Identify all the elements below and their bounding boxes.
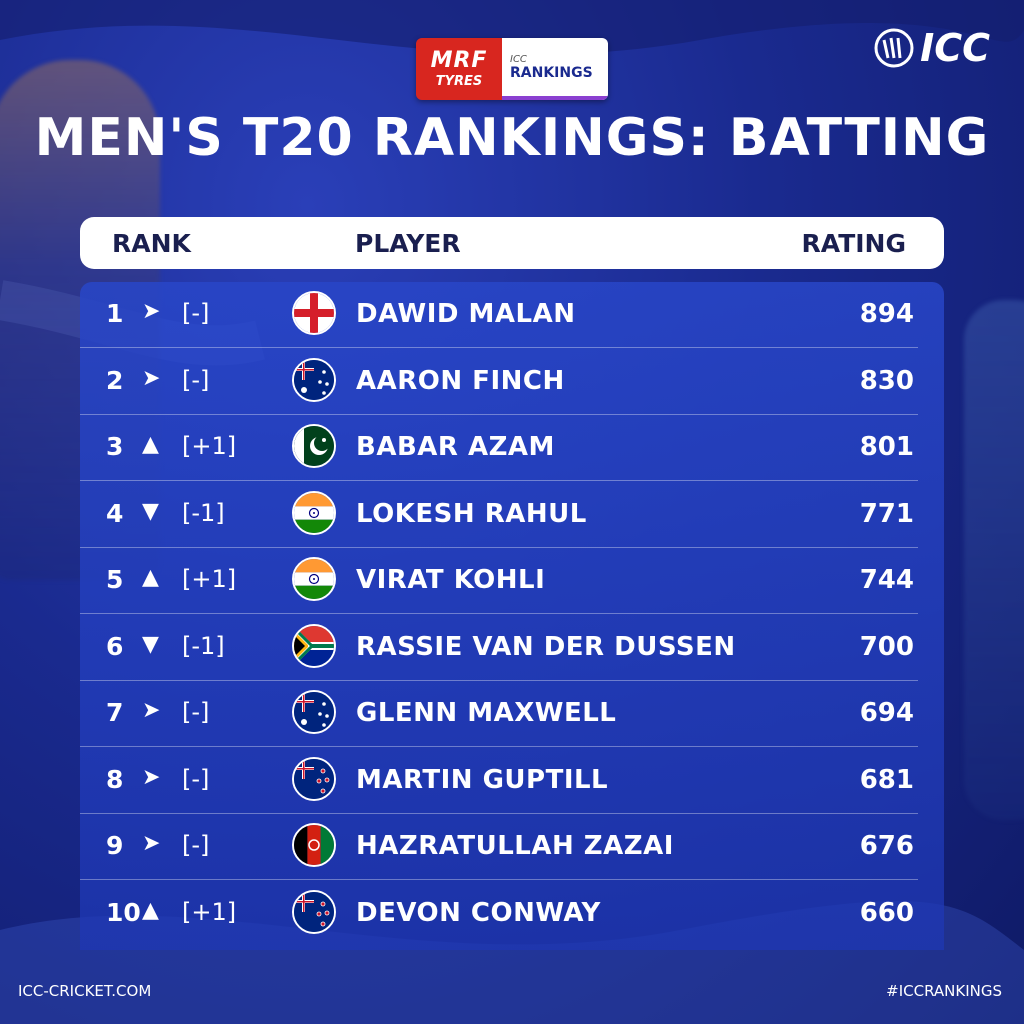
ranking-row: 3 ▲ [+1] BABAR AZAM 801: [80, 415, 944, 481]
ranking-row: 6 ▼ [-1] RASSIE VAN DER DUSSEN 700: [80, 615, 944, 681]
mrf-text: MRF: [430, 48, 488, 73]
row-divider: [80, 679, 918, 681]
header-rating: RATING: [801, 229, 906, 258]
player-name: DAWID MALAN: [356, 299, 576, 329]
ranking-row: 8 ➤ [-] MARTIN GUPTILL 681: [80, 748, 944, 814]
rank-number: 3: [106, 432, 124, 461]
australia-flag-icon: [292, 690, 336, 734]
rank-movement-icon: ➤: [142, 698, 161, 723]
tyres-text: TYRES: [435, 74, 483, 89]
player-name: HAZRATULLAH ZAZAI: [356, 831, 674, 861]
rank-movement-icon: ➤: [142, 365, 161, 391]
rank-change: [-]: [182, 299, 210, 327]
rank-change: [-1]: [182, 631, 225, 660]
rank-number: 4: [106, 498, 124, 528]
player-rating: 744: [859, 565, 914, 595]
header-player: PLAYER: [355, 229, 461, 258]
row-divider: [80, 879, 918, 880]
player-name: BABAR AZAM: [356, 432, 555, 462]
rank-movement-icon: ▲: [142, 432, 159, 457]
ranking-row: 4 ▼ [-1] LOKESH RAHUL 771: [80, 482, 944, 548]
player-name: LOKESH RAHUL: [356, 498, 587, 529]
row-divider: [80, 546, 918, 548]
rank-change: [-]: [182, 365, 210, 394]
player-rating: 681: [859, 764, 914, 795]
player-photo-right: [964, 300, 1024, 820]
ranking-row: 1 ➤ [-] DAWID MALAN 894: [80, 282, 944, 348]
player-rating: 801: [859, 432, 914, 462]
footer-website: ICC-CRICKET.COM: [18, 982, 152, 1000]
icc-logo: ICC: [874, 26, 990, 70]
rank-movement-icon: ➤: [142, 831, 161, 856]
rank-number: 1: [106, 299, 124, 328]
rank-movement-icon: ➤: [142, 299, 161, 324]
rank-number: 10: [106, 897, 141, 927]
row-divider: [80, 480, 918, 481]
rank-number: 5: [106, 565, 124, 594]
icc-emblem-icon: [874, 28, 914, 68]
row-divider: [80, 347, 918, 348]
ranking-row: 7 ➤ [-] GLENN MAXWELL 694: [80, 681, 944, 747]
table-header: RANK PLAYER RATING: [80, 217, 944, 269]
india-flag-icon: [292, 557, 336, 601]
rank-number: 6: [106, 631, 124, 661]
new-zealand-flag-icon: [292, 756, 336, 801]
rankings-table: 1 ➤ [-] DAWID MALAN 894 2 ➤ [-] AARON FINCH 830 3 ▲…: [80, 282, 944, 950]
player-rating: 694: [859, 698, 914, 728]
ranking-row: 5 ▲ [+1] VIRAT KOHLI 744: [80, 548, 944, 614]
india-flag-icon: [292, 490, 336, 535]
rank-number: 7: [106, 698, 124, 727]
row-divider: [80, 746, 918, 747]
rank-number: 8: [106, 764, 124, 794]
rank-number: 9: [106, 831, 124, 860]
row-divider: [80, 413, 918, 415]
rankings-text: RANKINGS: [510, 64, 593, 81]
rank-change: [+1]: [182, 897, 237, 926]
player-rating: 660: [859, 897, 914, 928]
australia-flag-icon: [292, 357, 336, 402]
rank-change: [-]: [182, 831, 210, 859]
rank-movement-icon: ▼: [142, 498, 159, 524]
rank-change: [-]: [182, 698, 210, 726]
player-rating: 700: [859, 631, 914, 662]
mrf-tyres-logo: MRF TYRES: [416, 38, 502, 100]
player-name: DEVON CONWAY: [356, 897, 601, 928]
player-rating: 771: [859, 498, 914, 529]
page-title: MEN'S T20 RANKINGS: BATTING: [34, 108, 990, 168]
icc-rankings-badge: ICC RANKINGS: [502, 38, 608, 100]
row-divider: [80, 613, 918, 614]
rank-movement-icon: ➤: [142, 764, 161, 790]
south-africa-flag-icon: [292, 623, 336, 668]
player-name: VIRAT KOHLI: [356, 565, 546, 595]
rank-movement-icon: ▲: [142, 565, 159, 590]
rank-change: [-]: [182, 764, 210, 793]
rank-movement-icon: ▼: [142, 631, 159, 657]
icc-logo-text: ICC: [920, 26, 990, 70]
player-rating: 676: [859, 831, 914, 861]
icc-small-text: ICC: [510, 53, 527, 65]
player-rating: 830: [859, 365, 914, 396]
player-name: RASSIE VAN DER DUSSEN: [356, 631, 736, 662]
pakistan-flag-icon: [292, 424, 336, 468]
player-name: GLENN MAXWELL: [356, 698, 617, 728]
player-name: AARON FINCH: [356, 365, 565, 396]
ranking-row: 9 ➤ [-] HAZRATULLAH ZAZAI 676: [80, 814, 944, 880]
rank-number: 2: [106, 365, 124, 395]
footer-hashtag: #ICCRANKINGS: [886, 982, 1002, 1000]
player-rating: 894: [859, 299, 914, 329]
ranking-row: 2 ➤ [-] AARON FINCH 830: [80, 349, 944, 415]
row-divider: [80, 812, 918, 814]
rank-change: [+1]: [182, 565, 237, 593]
player-name: MARTIN GUPTILL: [356, 764, 609, 795]
header-rank: RANK: [112, 229, 191, 258]
england-flag-icon: [292, 291, 336, 335]
new-zealand-flag-icon: [292, 889, 336, 934]
afghanistan-flag-icon: [292, 823, 336, 867]
rank-change: [+1]: [182, 432, 237, 460]
rank-movement-icon: ▲: [142, 897, 159, 923]
ranking-row: 10 ▲ [+1] DEVON CONWAY 660: [80, 881, 944, 947]
rank-change: [-1]: [182, 498, 225, 527]
sponsor-badge: MRF TYRES ICC RANKINGS: [416, 38, 608, 100]
